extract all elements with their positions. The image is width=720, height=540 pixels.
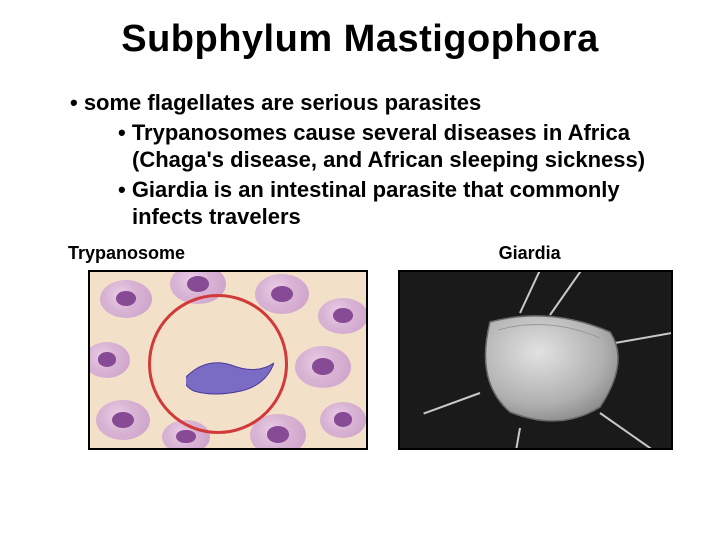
giardia-image bbox=[398, 270, 673, 450]
label-trypanosome: Trypanosome bbox=[40, 243, 379, 264]
giardia-organism-icon bbox=[470, 312, 630, 432]
images-row bbox=[40, 270, 680, 450]
blood-cell bbox=[255, 274, 309, 314]
bullet-level2-item: • Giardia is an intestinal parasite that… bbox=[118, 176, 680, 231]
flagellum-icon bbox=[519, 270, 572, 313]
image-labels-row: Trypanosome Giardia bbox=[40, 243, 680, 264]
blood-cell bbox=[295, 346, 351, 388]
trypanosome-image bbox=[88, 270, 368, 450]
slide-container: Subphylum Mastigophora • some flagellate… bbox=[0, 0, 720, 540]
flagellum-icon bbox=[549, 270, 614, 316]
slide-title: Subphylum Mastigophora bbox=[40, 18, 680, 61]
blood-cell bbox=[320, 402, 366, 438]
bullet-level2-group: • Trypanosomes cause several diseases in… bbox=[70, 119, 680, 231]
blood-cell bbox=[96, 400, 150, 440]
bullet-level2-item: • Trypanosomes cause several diseases in… bbox=[118, 119, 680, 174]
bullet-level1: • some flagellates are serious parasites bbox=[70, 89, 680, 117]
highlight-circle-icon bbox=[148, 294, 288, 434]
blood-cell bbox=[100, 280, 152, 318]
blood-cell bbox=[318, 298, 368, 334]
blood-cell bbox=[88, 342, 130, 378]
bullet-list: • some flagellates are serious parasites… bbox=[40, 89, 680, 231]
label-giardia: Giardia bbox=[379, 243, 680, 264]
